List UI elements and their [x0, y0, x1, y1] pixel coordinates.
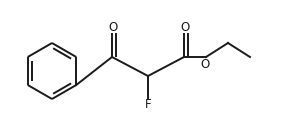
Text: O: O	[200, 59, 210, 72]
Text: F: F	[145, 98, 151, 111]
Text: O: O	[180, 21, 190, 34]
Text: O: O	[108, 21, 118, 34]
